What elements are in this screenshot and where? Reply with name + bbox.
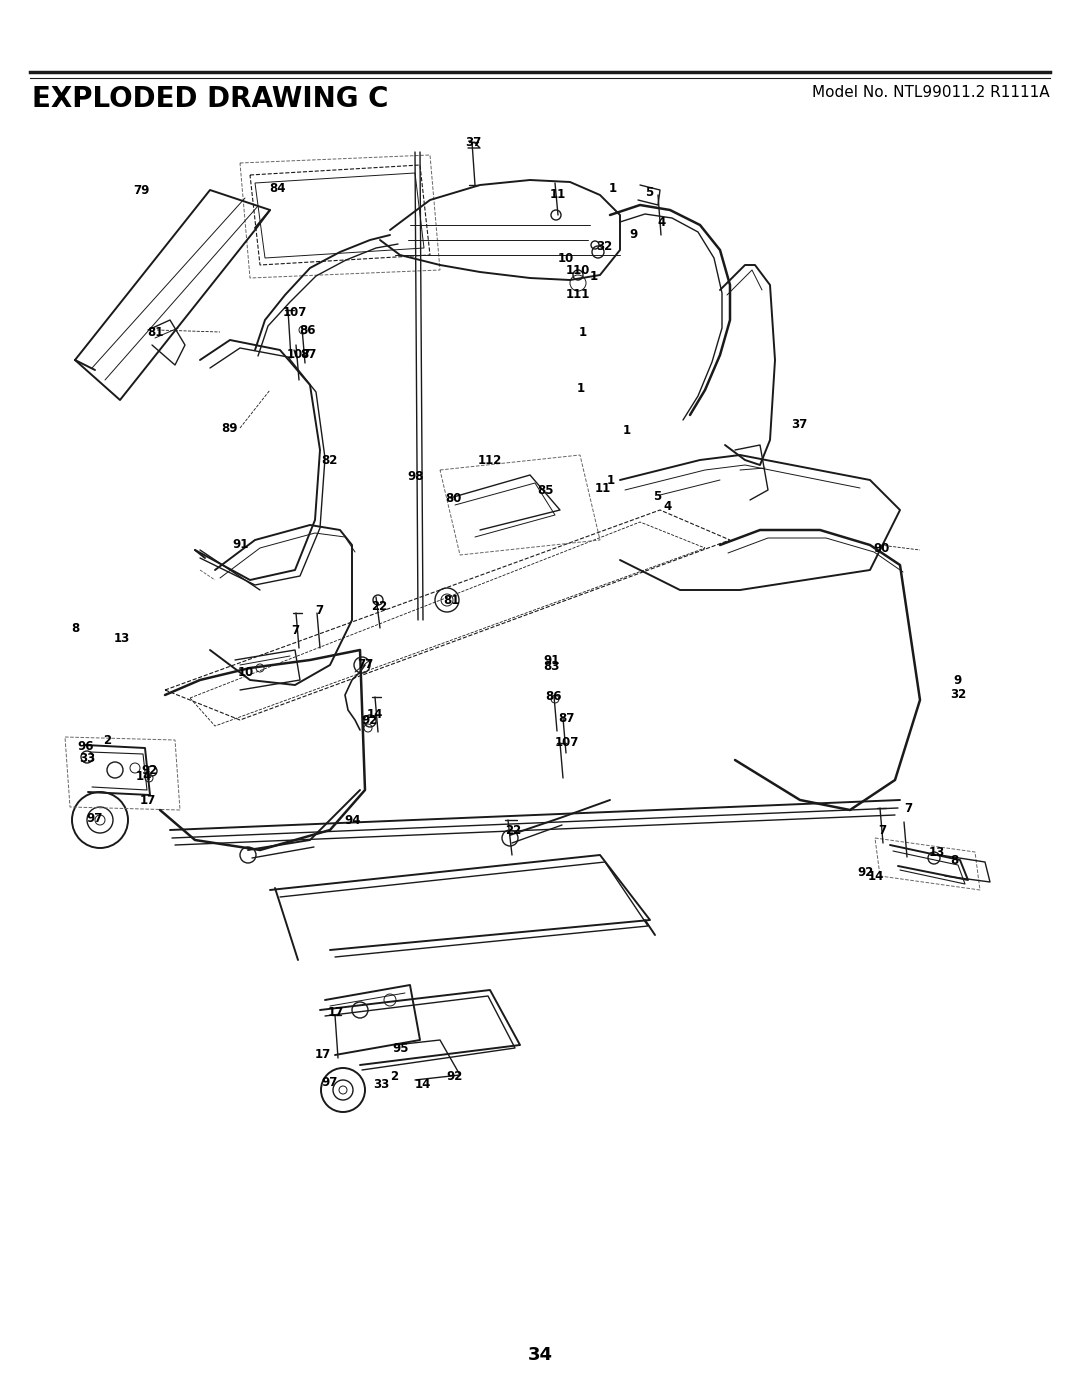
Text: 14: 14 bbox=[868, 869, 885, 883]
Text: 32: 32 bbox=[950, 689, 967, 701]
Text: 87: 87 bbox=[300, 348, 316, 360]
Text: 2: 2 bbox=[390, 1070, 399, 1083]
Text: 98: 98 bbox=[408, 469, 424, 482]
Text: 17: 17 bbox=[140, 793, 157, 806]
Text: 91: 91 bbox=[544, 654, 561, 666]
Text: 14: 14 bbox=[367, 707, 383, 721]
Text: 97: 97 bbox=[86, 812, 104, 824]
Text: 13: 13 bbox=[113, 631, 130, 644]
Text: 10: 10 bbox=[238, 665, 254, 679]
Text: 4: 4 bbox=[664, 500, 672, 514]
Text: 33: 33 bbox=[79, 752, 95, 764]
Text: 34: 34 bbox=[527, 1345, 553, 1363]
Text: 17: 17 bbox=[328, 1006, 345, 1020]
Text: 77: 77 bbox=[356, 658, 373, 672]
Text: 86: 86 bbox=[545, 690, 563, 703]
Text: 2: 2 bbox=[103, 735, 111, 747]
Text: 1: 1 bbox=[623, 423, 631, 436]
Text: 1: 1 bbox=[577, 381, 585, 394]
Text: 1: 1 bbox=[607, 474, 616, 486]
Text: 90: 90 bbox=[874, 542, 890, 555]
Text: EXPLODED DRAWING C: EXPLODED DRAWING C bbox=[32, 85, 389, 113]
Text: 107: 107 bbox=[283, 306, 307, 320]
Text: 10: 10 bbox=[558, 251, 575, 264]
Text: 14: 14 bbox=[415, 1077, 431, 1091]
Text: 94: 94 bbox=[345, 813, 361, 827]
Text: 81: 81 bbox=[443, 595, 459, 608]
Text: 22: 22 bbox=[370, 599, 387, 612]
Text: 92: 92 bbox=[858, 866, 874, 879]
Text: 7: 7 bbox=[315, 605, 323, 617]
Text: 107: 107 bbox=[287, 348, 311, 360]
Text: 11: 11 bbox=[550, 187, 566, 201]
Text: 107: 107 bbox=[555, 735, 579, 749]
Text: 111: 111 bbox=[566, 289, 590, 302]
Text: 5: 5 bbox=[653, 489, 661, 503]
Text: 97: 97 bbox=[322, 1076, 338, 1088]
Text: 84: 84 bbox=[269, 182, 285, 194]
Text: 9: 9 bbox=[953, 673, 961, 686]
Text: 1: 1 bbox=[579, 327, 588, 339]
Text: 4: 4 bbox=[658, 215, 666, 229]
Text: 1: 1 bbox=[590, 271, 598, 284]
Text: 82: 82 bbox=[321, 454, 337, 467]
Text: 81: 81 bbox=[147, 326, 163, 338]
Text: 32: 32 bbox=[596, 240, 612, 253]
Text: 112: 112 bbox=[477, 454, 502, 467]
Text: 7: 7 bbox=[291, 624, 299, 637]
Text: 89: 89 bbox=[220, 422, 238, 434]
Text: 7: 7 bbox=[878, 823, 886, 837]
Text: 37: 37 bbox=[464, 136, 481, 148]
Text: 5: 5 bbox=[645, 187, 653, 200]
Text: 33: 33 bbox=[373, 1077, 389, 1091]
Text: 22: 22 bbox=[504, 823, 522, 837]
Text: 14: 14 bbox=[136, 770, 152, 782]
Text: 37: 37 bbox=[791, 419, 807, 432]
Text: 92: 92 bbox=[141, 764, 158, 777]
Text: 8: 8 bbox=[950, 854, 958, 866]
Text: 86: 86 bbox=[300, 324, 316, 337]
Text: 13: 13 bbox=[929, 845, 945, 859]
Text: 1: 1 bbox=[609, 182, 617, 194]
Text: 7: 7 bbox=[904, 802, 913, 814]
Text: 96: 96 bbox=[78, 739, 94, 753]
Text: 87: 87 bbox=[557, 711, 575, 725]
Text: 80: 80 bbox=[445, 492, 461, 504]
Text: 91: 91 bbox=[233, 538, 249, 550]
Text: 95: 95 bbox=[393, 1042, 409, 1055]
Text: 17: 17 bbox=[315, 1048, 332, 1060]
Text: 83: 83 bbox=[543, 659, 559, 672]
Text: Model No. NTL99011.2 R1111A: Model No. NTL99011.2 R1111A bbox=[812, 85, 1050, 101]
Text: 92: 92 bbox=[447, 1070, 463, 1083]
Text: 79: 79 bbox=[133, 183, 149, 197]
Text: 110: 110 bbox=[566, 264, 590, 277]
Text: 11: 11 bbox=[595, 482, 611, 495]
Text: 92: 92 bbox=[362, 714, 378, 726]
Text: 85: 85 bbox=[537, 483, 553, 496]
Text: 8: 8 bbox=[71, 622, 79, 634]
Text: 9: 9 bbox=[629, 228, 637, 240]
